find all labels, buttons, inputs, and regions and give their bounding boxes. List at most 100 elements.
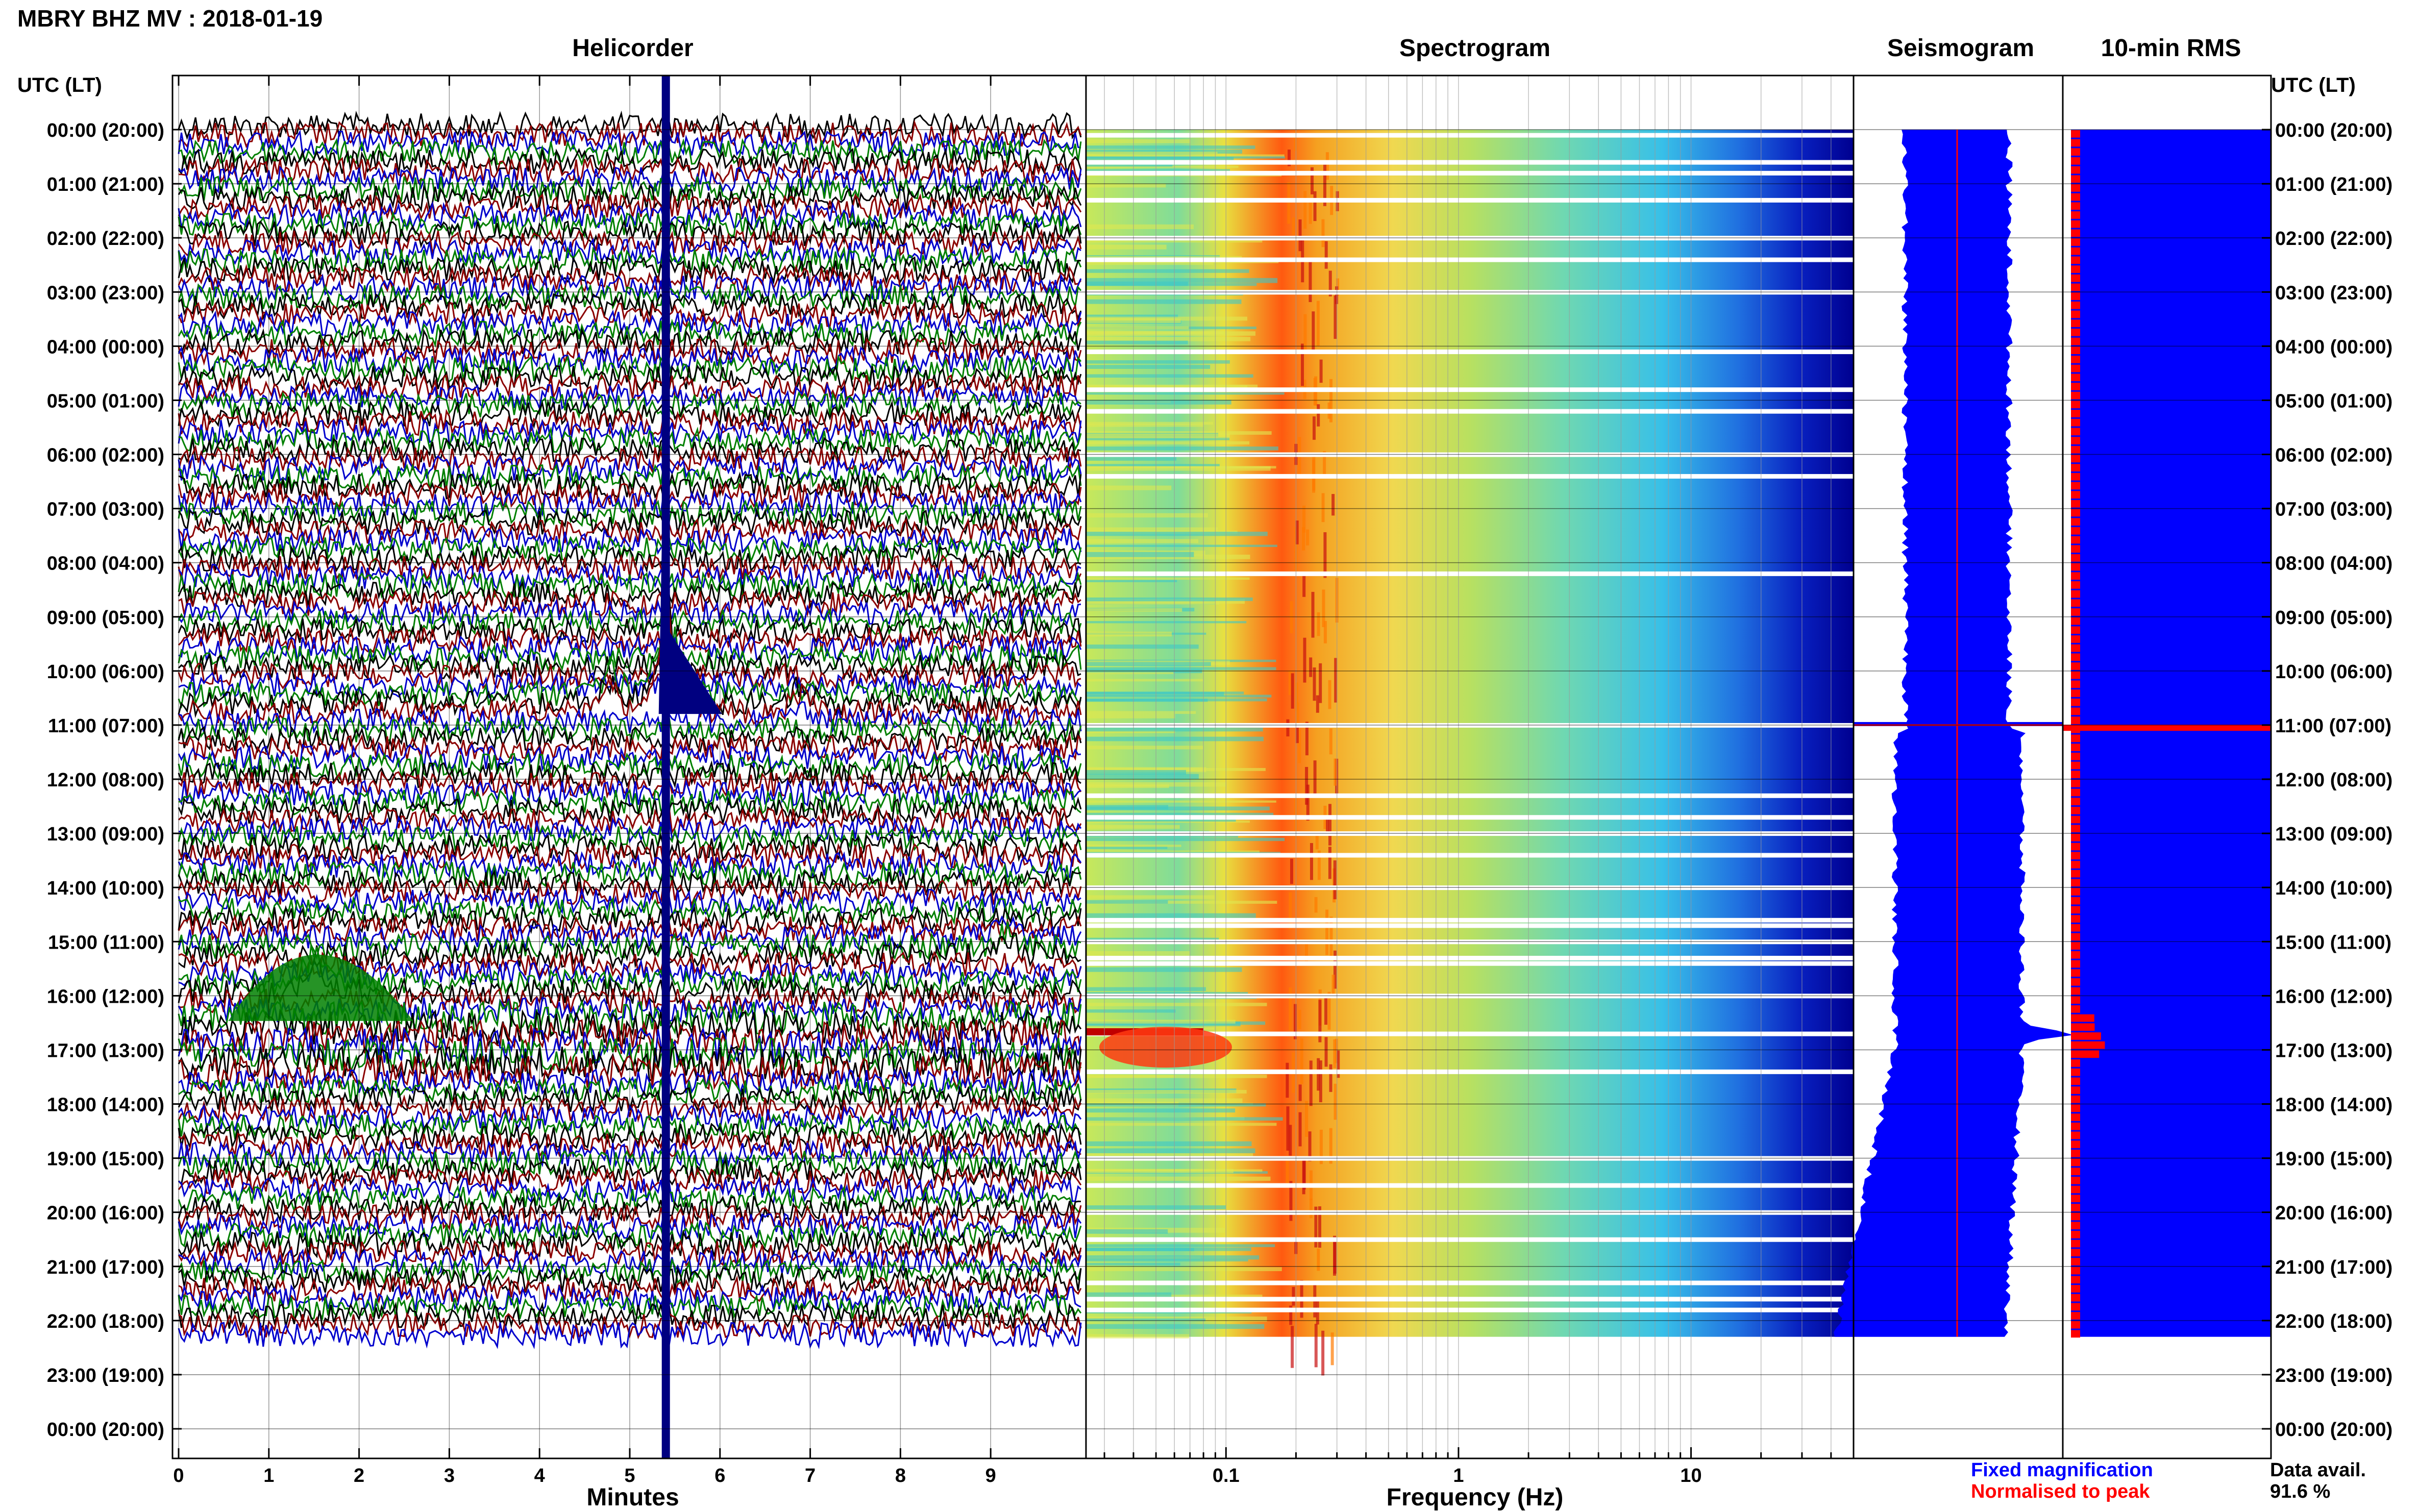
rms-normalised-bar [2071, 842, 2080, 851]
y-tick-label-left: 20:00 (16:00) [47, 1203, 164, 1224]
rms-normalised-bar [2071, 536, 2080, 544]
page-title: MBRY BHZ MV : 2018-01-19 [17, 5, 323, 32]
rms-normalised-bar [2071, 1023, 2095, 1031]
helicorder-x-axis-label: Minutes [586, 1484, 679, 1511]
rms-normalised-bar [2071, 130, 2080, 138]
spectrogram-gap [1086, 133, 1854, 138]
y-tick-label-left: 05:00 (01:00) [47, 390, 164, 412]
y-tick-label-right: 18:00 (14:00) [2275, 1095, 2392, 1116]
data-availability-label: Data avail. [2270, 1459, 2366, 1481]
rms-normalised-bar [2071, 464, 2080, 472]
y-tick-label-left: 03:00 (23:00) [47, 282, 164, 304]
axes-layer: 00:00 (20:00) 00:00 (20:00) 01:00 (21:00) 0… [47, 75, 2392, 1486]
helicorder-trace-line [178, 237, 1081, 267]
rms-normalised-bar [2071, 978, 2080, 986]
rms-normalised-bar [2071, 707, 2080, 715]
rms-normalised-bar [2071, 545, 2080, 553]
rms-normalised-bar [2071, 626, 2080, 634]
rms-normalised-bar [2071, 780, 2080, 787]
data-availability-value: 91.6 % [2270, 1481, 2330, 1502]
helicorder-trace-line [178, 625, 1082, 655]
y-tick-label-left: 08:00 (04:00) [47, 553, 164, 575]
helicorder-trace-line [178, 110, 1082, 140]
rms-normalised-bar [2071, 635, 2080, 643]
helicorder-trace-line [178, 192, 1082, 221]
y-tick-label-left: 07:00 (03:00) [47, 499, 164, 520]
rms-normalised-bar [2071, 680, 2080, 688]
rms-normalised-bar [2071, 391, 2080, 400]
helicorder-trace-line [178, 1274, 1082, 1304]
helicorder-trace-line [178, 778, 1081, 808]
rms-normalised-bar [2071, 1104, 2080, 1112]
rms-normalised-bar [2071, 1086, 2080, 1094]
rms-normalised-bar [2071, 599, 2080, 607]
helicorder-trace-line [178, 1018, 1082, 1057]
rms-normalised-bar [2071, 1231, 2080, 1238]
rms-normalised-bar [2071, 455, 2080, 463]
helicorder-trace-line [178, 1175, 1082, 1204]
rms-normalised-bar [2071, 644, 2080, 652]
helicorder-trace-line [178, 607, 1082, 637]
helicorder-trace-line [178, 399, 1082, 429]
helicorder-x-tick-label: 5 [624, 1465, 635, 1486]
helicorder-trace-line [178, 409, 1082, 437]
rms-normalised-bar [2071, 743, 2080, 751]
rms-normalised-bar [2071, 175, 2080, 183]
rms-normalised-bar [2071, 1176, 2080, 1184]
helicorder-trace-line [178, 345, 1082, 375]
helicorder-trace-line [178, 806, 1082, 835]
y-tick-label-right: 05:00 (01:00) [2275, 390, 2392, 412]
helicorder-trace-line [178, 1158, 1082, 1187]
spectrogram-gap [1086, 1069, 1854, 1074]
y-tick-label-left: 23:00 (19:00) [47, 1365, 164, 1386]
rms-panel [2063, 130, 2271, 1338]
rms-normalised-bar [2071, 1285, 2080, 1293]
rms-normalised-bar [2071, 870, 2080, 878]
spectrogram-x-tick-label: 0.1 [1213, 1465, 1240, 1486]
helicorder-trace-line [178, 878, 1082, 907]
y-tick-label-left: 02:00 (22:00) [47, 228, 164, 250]
rms-normalised-bar [2071, 1005, 2080, 1013]
helicorder-trace-line [178, 472, 1082, 502]
y-tick-label-right: 14:00 (10:00) [2275, 878, 2392, 899]
rms-normalised-bar [2071, 807, 2080, 814]
spectrogram-panel [1086, 76, 1854, 1458]
rms-normalised-bar [2071, 310, 2080, 318]
helicorder-trace-line [178, 1077, 1082, 1105]
rms-normalised-bar [2071, 897, 2080, 905]
helicorder-trace-line [178, 1301, 1082, 1331]
helicorder-trace-line [178, 905, 1082, 935]
rms-normalised-bar [2071, 1185, 2080, 1194]
y-tick-label-left: 04:00 (00:00) [47, 336, 164, 358]
helicorder-x-tick-label: 7 [805, 1465, 816, 1486]
rms-normalised-bar [2071, 1276, 2080, 1284]
rms-normalised-bar [2071, 374, 2080, 382]
rms-normalised-bar [2071, 653, 2080, 661]
legend-fixed-magnification: Fixed magnification [1971, 1459, 2153, 1481]
y-tick-label-left: 22:00 (18:00) [47, 1311, 164, 1332]
helicorder-trace-line [178, 652, 1081, 682]
rms-title: 10-min RMS [2101, 35, 2241, 62]
rms-normalised-bar [2071, 1195, 2080, 1202]
helicorder-trace-line [178, 915, 1082, 953]
spectrogram-gap [1086, 1297, 1854, 1302]
rms-normalised-bar [2071, 328, 2080, 336]
y-tick-label-left: 09:00 (05:00) [47, 607, 164, 629]
spectrogram-event-blob [1099, 1027, 1232, 1068]
spectrogram-gap [1086, 170, 1854, 176]
spectrogram-x-axis-label: Frequency (Hz) [1387, 1484, 1564, 1511]
y-tick-label-left: 00:00 (20:00) [47, 120, 164, 141]
rms-normalised-bar [2071, 996, 2080, 1004]
spectrogram-gap [1086, 197, 1854, 203]
rms-normalised-bar [2071, 960, 2080, 968]
rms-normalised-bar [2071, 346, 2080, 355]
helicorder-trace-line [178, 1112, 1082, 1142]
helicorder-trace-line [178, 354, 1082, 384]
rms-normalised-bar [2071, 933, 2080, 941]
helicorder-trace-line [178, 246, 1082, 276]
helicorder-trace-line [178, 372, 1082, 402]
rms-normalised-bar [2071, 418, 2080, 427]
rms-normalised-bar [2071, 716, 2080, 724]
spectrogram-gap [1086, 409, 1854, 414]
rms-normalised-bar [2071, 942, 2080, 950]
